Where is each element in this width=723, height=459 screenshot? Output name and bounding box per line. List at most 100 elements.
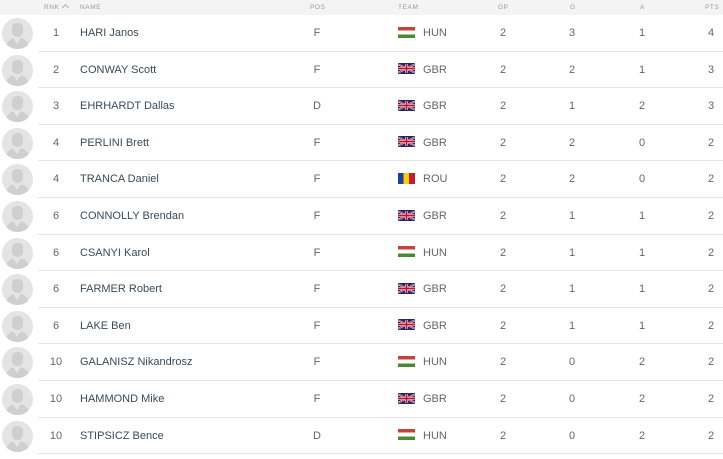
column-header-pos[interactable]: POS — [310, 4, 326, 11]
row-divider — [38, 123, 723, 125]
games-played-cell: 2 — [499, 283, 507, 296]
player-name-link[interactable]: TRANCA Daniel — [80, 173, 159, 186]
player-name-link[interactable]: FARMER Robert — [80, 283, 162, 296]
row-divider — [38, 343, 723, 345]
column-header-g[interactable]: G — [570, 4, 576, 11]
table-row[interactable]: 3 EHRHARDT Dallas D GBR 2 1 2 3 — [0, 88, 723, 125]
player-name-link[interactable]: CONWAY Scott — [80, 63, 157, 76]
table-row[interactable]: 10 HAMMOND Mike F GBR 2 0 2 2 — [0, 381, 723, 418]
table-row[interactable]: 6 CONNOLLY Brendan F GBR 2 1 1 2 — [0, 198, 723, 235]
rank-header-label: RNK — [44, 4, 60, 11]
games-played-cell: 2 — [499, 173, 507, 186]
column-header-team[interactable]: TEAM — [398, 4, 419, 11]
flag-gbr-icon — [398, 319, 415, 331]
assists-cell: 2 — [638, 356, 646, 369]
column-header-gp[interactable]: GP — [498, 4, 509, 11]
games-played-cell: 2 — [499, 136, 507, 149]
player-name-link[interactable]: CONNOLLY Brendan — [80, 209, 185, 222]
points-cell: 2 — [707, 209, 715, 222]
points-cell: 2 — [707, 283, 715, 296]
column-header-a[interactable]: A — [640, 4, 645, 11]
team-cell: ROU — [398, 161, 447, 197]
position-cell: F — [313, 356, 321, 369]
points-cell: 2 — [707, 319, 715, 332]
player-name-link[interactable]: HARI Janos — [80, 27, 139, 39]
points-cell: 2 — [707, 356, 715, 369]
player-name-link[interactable]: HAMMOND Mike — [80, 392, 165, 405]
column-header-name[interactable]: NAME — [80, 4, 102, 11]
goals-cell: 1 — [568, 100, 576, 113]
assists-cell: 1 — [638, 319, 646, 332]
goals-cell: 2 — [568, 173, 576, 186]
rank-cell: 4 — [52, 136, 60, 149]
player-name-link[interactable]: EHRHARDT Dallas — [80, 100, 175, 113]
points-cell: 2 — [707, 173, 715, 186]
row-divider — [38, 306, 723, 308]
player-name-link[interactable]: PERLINI Brett — [80, 136, 150, 149]
team-code: HUN — [423, 246, 447, 259]
table-row[interactable]: 6 CSANYI Karol F HUN 2 1 1 2 — [0, 235, 723, 272]
assists-cell: 1 — [638, 209, 646, 222]
games-played-cell: 2 — [499, 100, 507, 113]
assists-cell: 2 — [638, 429, 646, 442]
row-divider — [38, 87, 723, 89]
flag-hun-icon — [398, 429, 415, 441]
assists-cell: 1 — [638, 283, 646, 296]
row-divider — [38, 50, 723, 52]
position-cell: F — [313, 392, 321, 405]
position-cell: F — [313, 63, 321, 76]
chevron-up-icon — [61, 3, 69, 12]
table-row[interactable]: 10 GALANISZ Nikandrosz F HUN 2 0 2 2 — [0, 344, 723, 381]
rank-cell: 10 — [49, 356, 63, 369]
assists-cell: 2 — [638, 100, 646, 113]
points-cell: 4 — [707, 27, 715, 39]
table-row[interactable]: 6 FARMER Robert F GBR 2 1 1 2 — [0, 271, 723, 308]
team-code: GBR — [423, 136, 447, 149]
player-avatar — [2, 347, 33, 379]
table-row[interactable]: 6 LAKE Ben F GBR 2 1 1 2 — [0, 308, 723, 345]
rank-cell: 2 — [52, 63, 60, 76]
column-header-pts[interactable]: PTS — [705, 4, 720, 11]
team-cell: GBR — [398, 308, 447, 344]
row-divider — [38, 196, 723, 198]
assists-cell: 0 — [638, 136, 646, 149]
column-header-rank[interactable]: RNK — [44, 3, 69, 12]
points-cell: 2 — [707, 392, 715, 405]
player-name-link[interactable]: STIPSICZ Bence — [80, 429, 164, 442]
player-avatar — [2, 274, 33, 306]
table-row[interactable]: 4 TRANCA Daniel F ROU 2 2 0 2 — [0, 161, 723, 198]
flag-rou-icon — [398, 172, 415, 184]
table-row[interactable]: 4 PERLINI Brett F GBR 2 2 0 2 — [0, 125, 723, 162]
flag-hun-icon — [398, 26, 415, 38]
player-name-link[interactable]: LAKE Ben — [80, 319, 131, 332]
team-code: HUN — [423, 429, 447, 442]
team-code: ROU — [423, 173, 448, 186]
rank-cell: 6 — [52, 319, 60, 332]
flag-gbr-icon — [398, 99, 415, 111]
goals-cell: 0 — [568, 392, 576, 405]
player-avatar — [2, 127, 33, 159]
player-avatar — [2, 383, 33, 415]
table-row[interactable]: 1 HARI Janos F HUN 2 3 1 4 — [0, 15, 723, 52]
team-cell: HUN — [398, 15, 447, 51]
player-name-link[interactable]: GALANISZ Nikandrosz — [80, 356, 193, 369]
goals-cell: 1 — [568, 319, 576, 332]
position-cell: D — [313, 429, 321, 442]
player-avatar — [2, 164, 33, 196]
games-played-cell: 2 — [499, 392, 507, 405]
table-row[interactable]: 2 CONWAY Scott F GBR 2 2 1 3 — [0, 52, 723, 89]
player-name-link[interactable]: CSANYI Karol — [80, 246, 150, 259]
goals-cell: 2 — [568, 63, 576, 76]
player-avatar — [2, 310, 33, 342]
team-code: GBR — [423, 63, 447, 76]
flag-gbr-icon — [398, 209, 415, 221]
position-cell: F — [313, 209, 321, 222]
position-cell: F — [313, 136, 321, 149]
games-played-cell: 2 — [499, 356, 507, 369]
goals-cell: 1 — [568, 283, 576, 296]
table-row[interactable]: 10 STIPSICZ Bence D HUN 2 0 2 2 — [0, 418, 723, 455]
flag-gbr-icon — [398, 136, 415, 148]
rank-cell: 6 — [52, 246, 60, 259]
position-cell: F — [313, 319, 321, 332]
flag-gbr-icon — [398, 63, 415, 75]
